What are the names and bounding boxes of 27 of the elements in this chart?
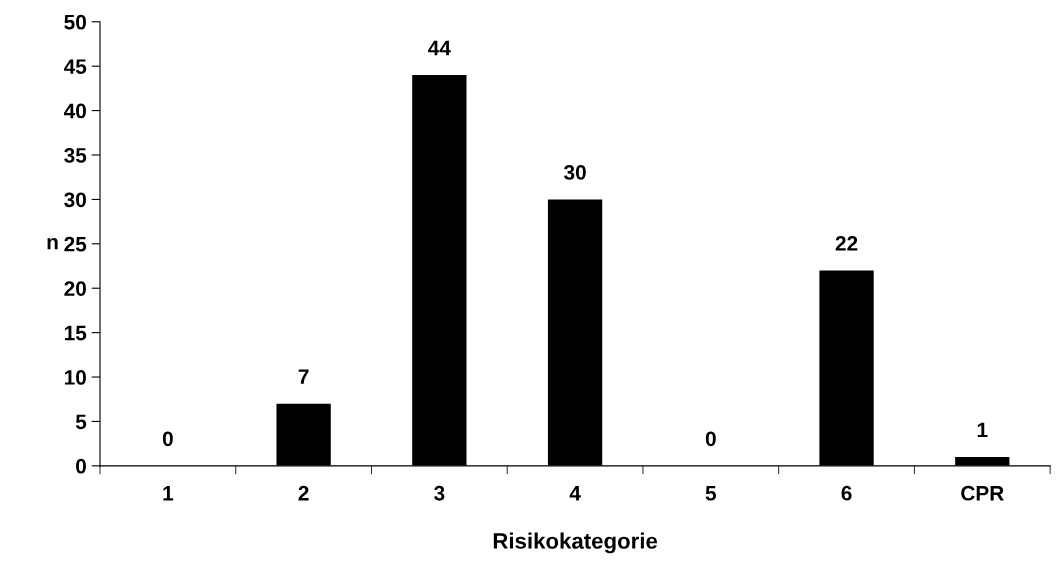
data-label: 7 [298,369,309,384]
data-label: 1 [977,422,988,438]
x-axis-title: Risikokategorie [493,532,658,554]
y-tick-label: 15 [64,325,87,341]
y-tick-label: 50 [64,14,86,30]
x-tick-label: 4 [569,486,581,501]
y-tick-label: 35 [64,148,87,163]
x-tick-label: 2 [298,485,309,501]
y-tick-label: 0 [76,458,86,474]
y-tick-label: 40 [63,103,86,119]
x-tick-label: 5 [705,486,717,501]
data-label: 0 [705,431,716,447]
y-axis-title: n [47,237,58,250]
y-tick-label: 10 [64,370,86,385]
y-tick-label: 5 [75,414,87,430]
x-tick-label: 6 [841,485,852,501]
data-label: 44 [428,40,451,56]
y-tick-label: 25 [64,236,87,252]
x-tick-label: 3 [434,485,445,501]
data-label: 22 [835,236,858,251]
y-tick-label: 20 [64,281,86,296]
y-tick-label: 45 [63,59,87,74]
x-tick-label: CPR [961,485,1004,501]
data-label: 30 [563,164,586,180]
x-tick-label: 1 [163,486,174,501]
y-tick-label: 30 [64,192,86,208]
data-label: 0 [162,431,173,447]
